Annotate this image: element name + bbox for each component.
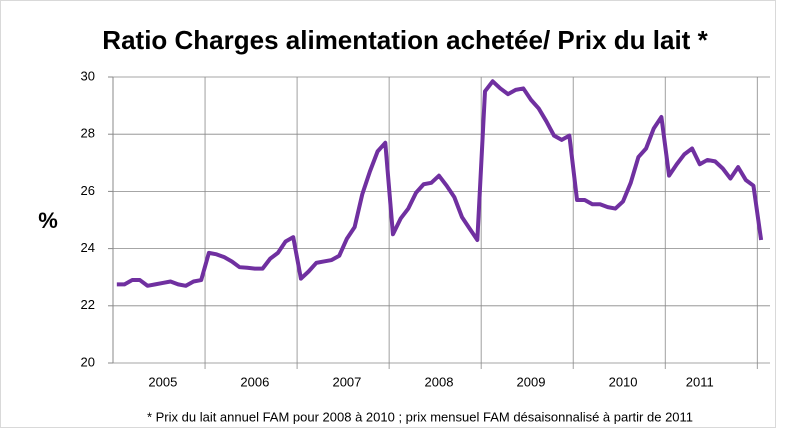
- x-tick-label: 2011: [686, 374, 714, 389]
- footnote: * Prix du lait annuel FAM pour 2008 à 20…: [147, 409, 693, 424]
- x-tick-label: 2008: [425, 374, 454, 389]
- y-tick-label: 20: [81, 354, 95, 369]
- x-tick-label: 2009: [517, 374, 546, 389]
- y-tick-label: 24: [81, 240, 95, 255]
- x-tick-label: 2005: [148, 374, 177, 389]
- y-axis-label: %: [38, 208, 58, 233]
- x-tick-label: 2010: [609, 374, 638, 389]
- y-tick-label: 22: [81, 297, 95, 312]
- x-tick-label: 2006: [240, 374, 269, 389]
- data-line: [116, 79, 764, 288]
- y-tick-label: 26: [81, 183, 95, 198]
- y-tick-label: 28: [81, 126, 95, 141]
- x-tick-label: 2007: [332, 374, 361, 389]
- y-tick-label: 30: [81, 68, 95, 83]
- chart-title: Ratio Charges alimentation achetée/ Prix…: [102, 25, 708, 55]
